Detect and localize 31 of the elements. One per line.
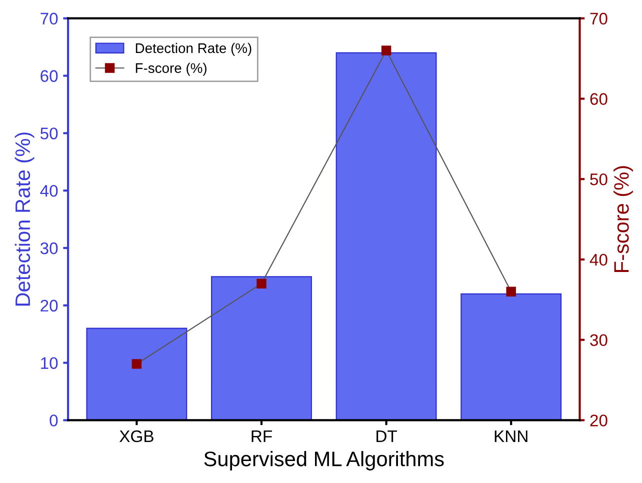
y-tick-label: 40 bbox=[40, 184, 58, 197]
x-tick-label: RF bbox=[252, 430, 272, 442]
x-axis-title: Supervised ML Algorithms bbox=[204, 451, 444, 470]
y2-tick-label: 60 bbox=[590, 93, 608, 105]
y2-axis-title: F-score (%) bbox=[614, 166, 633, 272]
x-tick-label: DT bbox=[376, 430, 398, 442]
y2-tick-label: 20 bbox=[590, 414, 608, 426]
y-tick-label: 0 bbox=[50, 414, 58, 426]
y2-tick-label: 40 bbox=[590, 254, 608, 266]
y-tick-label: 70 bbox=[40, 12, 58, 25]
x-tick-label: KNN bbox=[494, 430, 528, 442]
bar bbox=[211, 276, 312, 420]
bar bbox=[460, 293, 562, 420]
point bbox=[506, 286, 516, 296]
y2-tick-label: 70 bbox=[590, 12, 608, 25]
y-axis-title: Detection Rate (%) bbox=[14, 132, 34, 306]
legend-label: Detection Rate (%) bbox=[136, 42, 252, 56]
y2-tick-label: 50 bbox=[590, 173, 608, 186]
y-tick-label: 30 bbox=[40, 242, 58, 254]
bar bbox=[336, 52, 437, 420]
point bbox=[132, 359, 142, 369]
legend-label: F-score (%) bbox=[136, 62, 206, 76]
y-tick-label: 20 bbox=[40, 300, 58, 312]
y-tick-label: 10 bbox=[41, 357, 58, 370]
y-tick-label: 60 bbox=[40, 70, 58, 82]
x-tick-label: XGB bbox=[119, 430, 154, 442]
y2-tick-label: 30 bbox=[590, 334, 608, 346]
point bbox=[256, 278, 266, 288]
bar bbox=[86, 328, 188, 420]
point bbox=[381, 46, 392, 56]
y-tick-label: 50 bbox=[40, 128, 58, 140]
